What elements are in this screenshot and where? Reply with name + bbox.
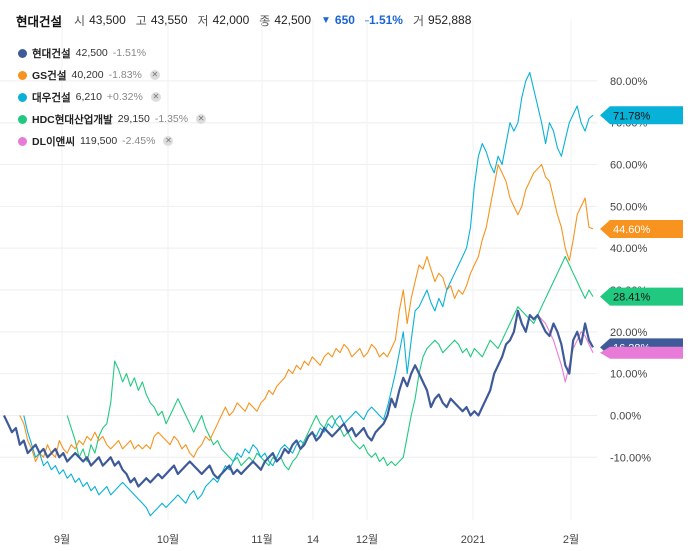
- y-tick-label: 50.00%: [610, 201, 648, 213]
- x-tick-label: 9월: [54, 533, 70, 546]
- legend-series-name: 대우건설: [32, 91, 71, 104]
- x-axis: 9월 10월 11월 14 12월 2021 2월: [54, 533, 579, 546]
- remove-series-icon[interactable]: ✕: [196, 114, 207, 124]
- x-tick-label: 11월: [251, 533, 273, 546]
- y-axis: 80.00%70.00%60.00%50.00%40.00%30.00%20.0…: [610, 76, 651, 464]
- last-value-tag-4: [600, 346, 683, 359]
- legend-item[interactable]: 현대건설 42,500 -1.51%: [18, 42, 206, 64]
- y-tick-label: 40.00%: [610, 243, 648, 255]
- legend-percent: -1.35%: [154, 113, 189, 125]
- last-value-label: 44.60%: [613, 224, 651, 236]
- x-tick-label: 2021: [461, 534, 485, 546]
- low-value: 42,000: [212, 13, 250, 27]
- remove-series-icon[interactable]: ✕: [150, 92, 161, 102]
- volume-value: 952,888: [428, 13, 472, 27]
- stock-header: 현대건설 시 43,500 고 43,550 저 42,000 종 42,500…: [16, 10, 477, 30]
- down-arrow-icon: ▼: [321, 14, 331, 26]
- series-lines: [3, 71, 594, 517]
- legend-color-dot: [18, 70, 27, 80]
- remove-series-icon[interactable]: ✕: [163, 136, 174, 146]
- change-percent: -1.51%: [364, 13, 403, 27]
- legend-item[interactable]: 대우건설 6,210 +0.32% ✕: [18, 86, 206, 108]
- last-value-label: 28.41%: [613, 292, 651, 304]
- legend-percent: +0.32%: [106, 91, 143, 103]
- volume-label: 거: [412, 13, 425, 28]
- legend-price: 29,150: [117, 113, 150, 125]
- legend-color-dot: [18, 114, 27, 124]
- series-line-0: [3, 309, 594, 488]
- legend-item[interactable]: GS건설 40,200 -1.83% ✕: [18, 64, 206, 86]
- legend-series-name: HDC현대산업개발: [32, 113, 113, 126]
- high-label: 고: [135, 13, 147, 28]
- legend-item[interactable]: HDC현대산업개발 29,150 -1.35% ✕: [18, 108, 207, 130]
- y-tick-label: 20.00%: [610, 327, 648, 339]
- legend-percent: -1.51%: [112, 47, 147, 59]
- stock-name: 현대건설: [16, 14, 63, 29]
- y-tick-label: 0.00%: [610, 410, 641, 422]
- legend-series-name: 현대건설: [32, 47, 71, 60]
- legend-price: 6,210: [75, 91, 102, 103]
- last-value-tag-1: 44.60%: [600, 219, 683, 238]
- last-value-tags: 16.28%44.60%71.78%28.41%: [600, 106, 683, 359]
- legend-series-name: GS건설: [32, 69, 67, 82]
- chart-legend: 현대건설 42,500 -1.51% GS건설 40,200 -1.83% ✕ 대우건설 6,2…: [18, 42, 207, 152]
- legend-series-name: DL이앤씨: [32, 135, 75, 148]
- y-tick-label: 80.00%: [610, 76, 648, 88]
- remove-series-icon[interactable]: ✕: [149, 70, 160, 80]
- y-tick-label: 60.00%: [610, 160, 648, 172]
- y-tick-label: -10.00%: [610, 452, 651, 464]
- legend-color-dot: [18, 48, 27, 58]
- legend-price: 42,500: [75, 47, 108, 59]
- open-label: 시: [74, 13, 86, 28]
- x-tick-label: 2월: [563, 533, 579, 546]
- last-value-tag-2: 71.78%: [600, 106, 683, 125]
- change-value: 650: [334, 13, 355, 27]
- legend-price: 40,200: [71, 69, 104, 81]
- legend-item[interactable]: DL이앤씨 119,500 -2.45% ✕: [18, 130, 206, 152]
- series-line-1: [19, 163, 594, 463]
- open-value: 43,500: [89, 13, 126, 27]
- high-value: 43,550: [150, 13, 188, 27]
- series-line-3: [66, 255, 594, 471]
- close-label: 종: [259, 13, 271, 28]
- legend-percent: -1.83%: [108, 69, 142, 81]
- x-tick-label: 12월: [356, 533, 378, 546]
- x-tick-label: 14: [307, 534, 319, 546]
- legend-color-dot: [18, 136, 27, 146]
- last-value-tag-3: 28.41%: [600, 287, 683, 306]
- low-label: 저: [197, 13, 209, 28]
- y-tick-label: 10.00%: [610, 369, 648, 381]
- close-value: 42,500: [274, 13, 312, 27]
- legend-percent: -2.45%: [122, 135, 156, 147]
- x-tick-label: 10월: [157, 533, 179, 546]
- legend-price: 119,500: [79, 135, 118, 147]
- legend-color-dot: [18, 92, 27, 102]
- last-value-label: 71.78%: [613, 110, 651, 122]
